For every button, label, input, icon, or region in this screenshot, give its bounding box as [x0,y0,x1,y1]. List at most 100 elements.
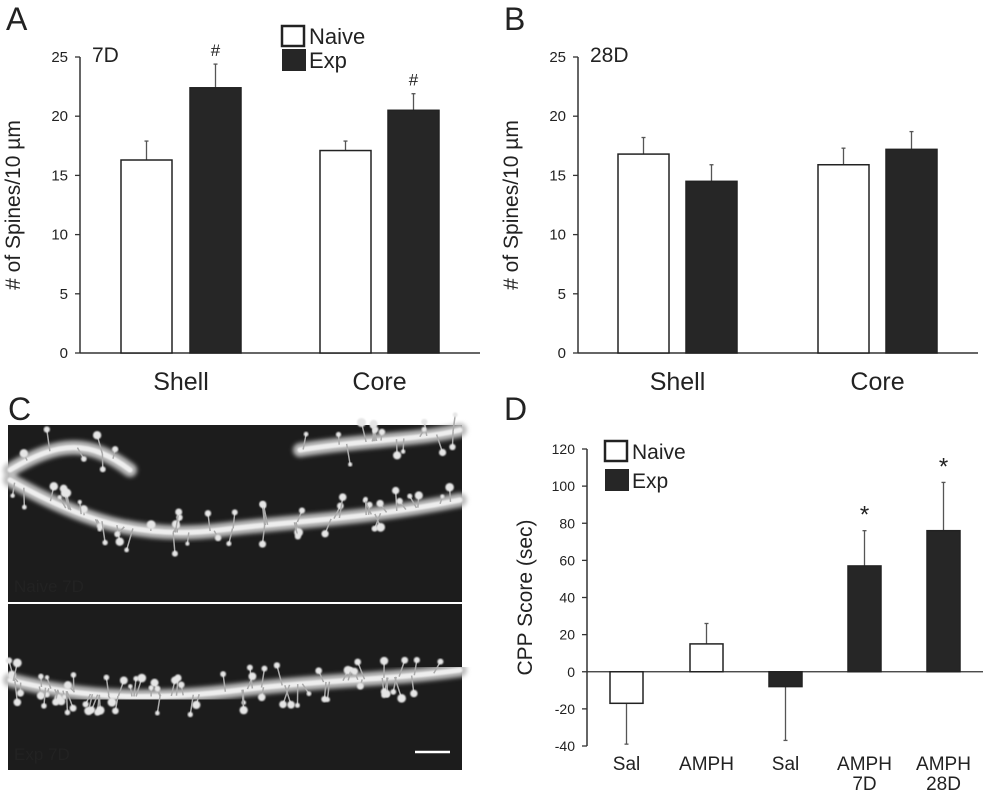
spine-head [12,658,22,668]
y-tick-label: 10 [549,227,566,244]
timepoint-label: 7D [92,44,119,67]
spine-head [52,698,60,706]
spine-head [246,664,253,671]
spine [260,668,266,688]
spine-head [376,522,386,532]
y-tick-label: 25 [549,49,566,66]
spine-head [393,451,402,460]
spine-head [81,456,87,462]
spine-head [231,509,238,516]
y-tick-label: 20 [549,108,566,125]
spine [101,521,106,543]
y-axis-label: CPP Score (sec) [514,520,537,676]
spine-head [204,510,212,517]
spine-head [421,418,428,426]
spine-head [112,446,119,453]
y-tick-label: 100 [552,478,576,494]
spine-head [279,700,287,709]
spine-head [119,676,128,685]
spine-head [350,667,359,675]
spine [23,487,26,508]
spine-head [348,462,353,467]
x-category-label: AMPH [916,754,971,775]
bar-naive-shell [120,159,173,354]
x-category-label: Sal [613,754,640,775]
spine [133,678,137,697]
spine-head [107,697,117,707]
legend-label-naive: Naive [632,441,686,464]
y-tick-label: 10 [51,227,68,244]
y-tick-label: 0 [558,345,566,362]
spine-head [261,665,268,672]
spine-head [128,684,133,689]
bar-exp-core [387,109,440,354]
significance-mark: # [211,41,221,60]
spine [172,532,176,554]
spine-head [41,703,47,709]
spine-head [49,482,59,491]
micrograph-label: Exp 7D [14,745,70,764]
spine-head [16,689,24,697]
spine-head [154,685,161,692]
y-tick-label: 80 [559,515,575,531]
spine-head [155,710,160,716]
spine-head [43,426,50,433]
bar-exp-amph-7d [847,565,882,673]
spine [156,696,161,714]
spine-head [61,694,67,700]
x-category-label: Core [850,368,904,396]
spine [65,691,69,713]
y-tick-label: 25 [51,49,68,66]
spine-head [356,682,364,690]
spine-head [248,672,257,681]
y-tick-label: 40 [559,590,575,606]
spine-head [114,531,121,538]
spine-head [239,706,248,715]
spine [125,528,134,551]
spine-head [452,412,458,418]
y-axis-label: # of Spines/10 µm [2,120,25,290]
spine [228,528,234,544]
bar-naive-core [319,149,372,354]
spine-head [390,688,397,695]
panel-letter-d: D [504,391,527,427]
spine-head [378,428,386,436]
spine-head [99,466,106,473]
spine-head [369,419,378,428]
bar-naive-amph [689,643,724,673]
spine-head [397,694,406,703]
spine-head [185,541,190,546]
chart-a: 0 5 10 15 20 25 # of Spines/10 µm 7D # Shell # Core… [2,24,480,396]
spine-head [192,700,201,710]
chart-b: 0 5 10 15 20 25 # of Spines/10 µm 28D Shell Core [500,44,978,396]
spine [46,429,51,452]
spine-head [137,673,147,683]
significance-mark: * [939,453,948,480]
spine-head [401,656,409,664]
spine-head [338,493,347,501]
spine-head [437,658,444,665]
spine-head [298,507,306,514]
spine-head [171,550,178,557]
spine-head [103,674,110,681]
spine-head [392,486,400,495]
spine-head [64,709,71,716]
y-tick-label: 20 [559,627,575,643]
timepoint-label: 28D [590,44,629,67]
spine-head [287,700,295,709]
spine-head [84,706,93,716]
bar-exp-shell [189,87,242,354]
x-category-label: Core [352,368,406,396]
spine-head [146,520,156,530]
panel-letter-c: C [8,391,31,427]
dendrite-core [7,427,463,535]
spine-head [38,673,44,680]
spine-head [57,495,62,500]
spine-head [112,707,119,715]
spine-head [150,678,159,687]
panel-letter-a: A [6,1,28,37]
y-tick-label: 5 [60,286,68,303]
spine-head [115,537,124,546]
spine-head [36,691,45,700]
legend-label-exp: Exp [309,48,347,73]
